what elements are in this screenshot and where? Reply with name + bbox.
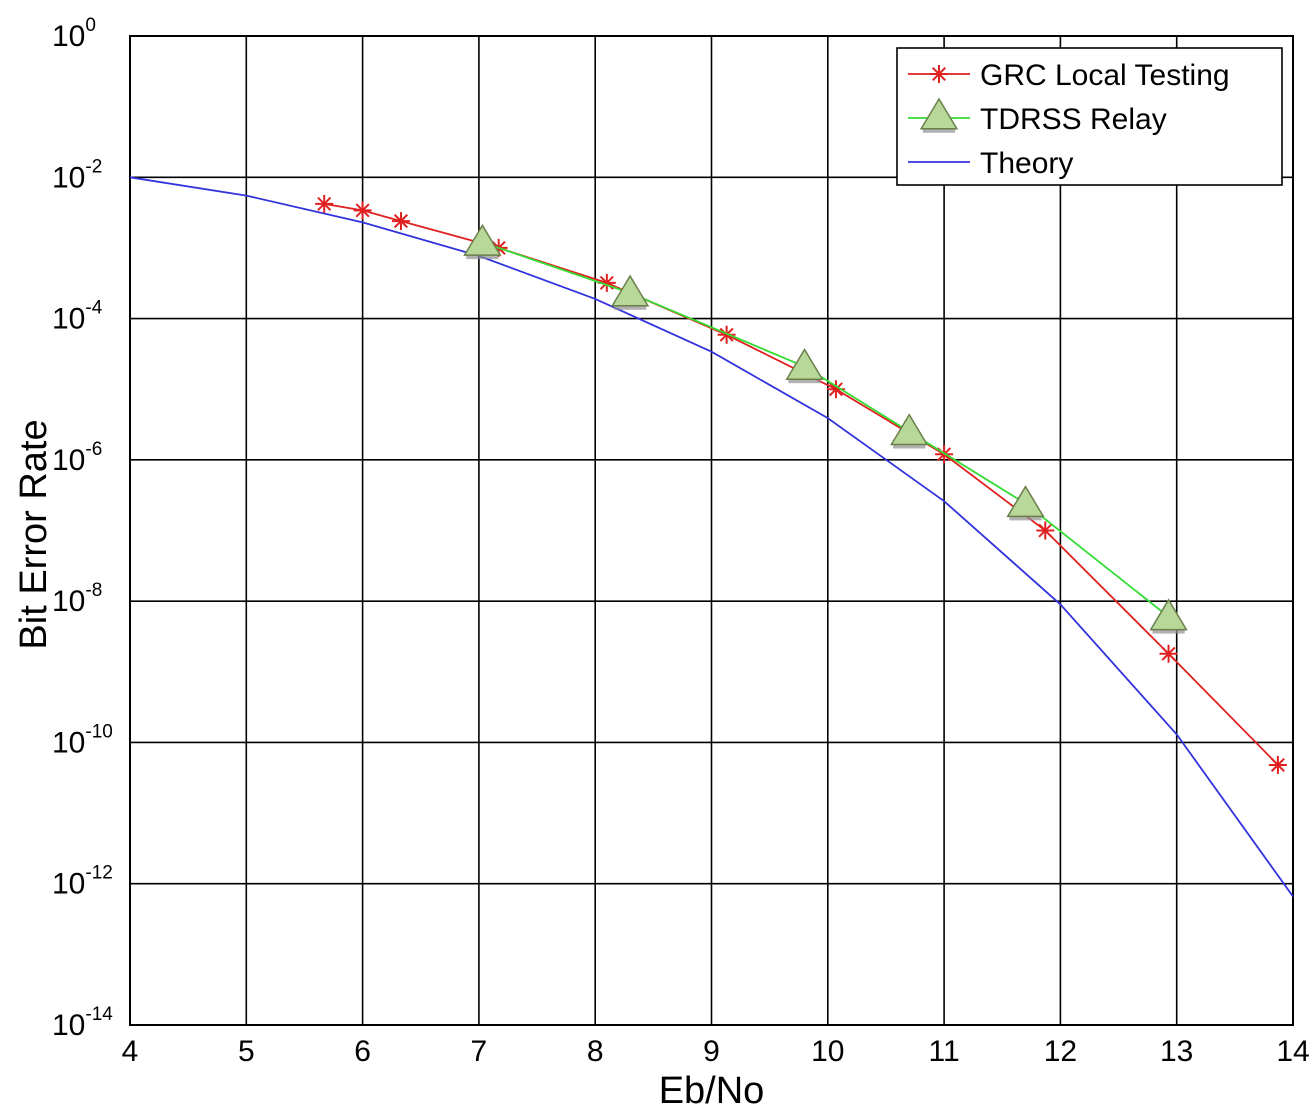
series-line-theory: [129, 176, 1294, 898]
data-point-tdrss-relay: [463, 223, 502, 260]
data-point-grc-local-testing: [1036, 521, 1055, 540]
x-tick-label: 7: [471, 1035, 488, 1068]
legend-item-theory: Theory: [908, 147, 1073, 180]
x-tick-label: 11: [929, 1035, 960, 1068]
x-tick-labels: 4 5 6 7 8 9 10 11 12 13 14: [122, 1035, 1310, 1068]
legend-label-theory: Theory: [980, 147, 1073, 180]
x-tick-label: 4: [122, 1035, 139, 1068]
x-tick-label: 10: [811, 1035, 844, 1068]
series-theory: [129, 176, 1294, 898]
y-tick-label: 10-4: [52, 298, 103, 336]
y-tick-labels: 100 10-2 10-4 10-6 10-8 10-10 10-12 10-14: [52, 15, 113, 1042]
legend-marker-grc-local-testing: [930, 65, 948, 83]
series-layer: [129, 176, 1294, 898]
data-point-tdrss-relay: [1149, 598, 1188, 634]
y-tick-label: 100: [52, 15, 96, 53]
data-point-grc-local-testing: [717, 325, 736, 344]
y-tick-label: 10-6: [52, 439, 102, 477]
data-point-grc-local-testing: [826, 380, 845, 399]
x-tick-label: 5: [238, 1035, 255, 1068]
x-tick-label: 13: [1160, 1035, 1193, 1068]
legend: GRC Local Testing TDRSS Relay Theory: [896, 47, 1283, 186]
y-tick-label: 10-14: [52, 1004, 113, 1042]
x-tick-label: 12: [1044, 1035, 1077, 1068]
x-tick-label: 6: [354, 1035, 371, 1068]
data-point-tdrss-relay: [785, 347, 824, 384]
data-point-grc-local-testing: [353, 201, 372, 220]
y-tick-label: 10-8: [52, 580, 102, 618]
legend-item-grc-local-testing: GRC Local Testing: [908, 59, 1230, 92]
x-tick-label: 9: [703, 1035, 720, 1068]
x-tick-label: 8: [587, 1035, 604, 1068]
x-axis-title: Eb/No: [659, 1070, 765, 1112]
legend-label-grc-local-testing: GRC Local Testing: [980, 59, 1230, 92]
y-tick-label: 10-10: [52, 721, 113, 759]
legend-label-tdrss-relay: TDRSS Relay: [980, 103, 1167, 136]
y-tick-label: 10-12: [52, 863, 113, 901]
series-line-tdrss-relay: [482, 241, 1170, 618]
data-point-tdrss-relay: [890, 413, 929, 449]
legend-marker-tdrss-relay: [919, 97, 959, 133]
plot-frame: [129, 35, 1294, 1026]
x-tick-label: 14: [1276, 1035, 1309, 1068]
data-point-grc-local-testing: [315, 194, 334, 213]
series-tdrss-relay: [463, 223, 1188, 634]
y-tick-label: 10-2: [52, 156, 102, 194]
data-point-tdrss-relay: [1006, 485, 1045, 521]
data-point-grc-local-testing: [391, 212, 410, 231]
legend-item-tdrss-relay: TDRSS Relay: [908, 97, 1167, 136]
data-point-grc-local-testing: [1159, 644, 1178, 663]
data-point-grc-local-testing: [597, 273, 616, 292]
y-axis-title: Bit Error Rate: [13, 419, 55, 649]
data-point-grc-local-testing: [1268, 755, 1287, 774]
data-point-tdrss-relay: [610, 274, 650, 310]
